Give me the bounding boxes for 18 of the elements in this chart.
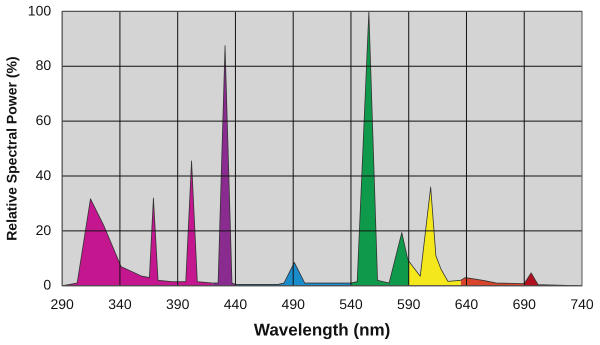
- y-tick-label: 40: [36, 166, 52, 183]
- y-tick-label: 80: [36, 57, 52, 74]
- x-tick-label: 590: [397, 296, 421, 312]
- x-tick-label: 440: [224, 296, 248, 312]
- x-tick-label: 490: [282, 296, 306, 312]
- y-tick-label: 0: [43, 276, 52, 293]
- x-tick-label: 390: [166, 296, 190, 312]
- x-axis-title: Wavelength (nm): [254, 320, 390, 340]
- x-tick-label: 290: [50, 296, 74, 312]
- x-tick-label: 540: [339, 296, 363, 312]
- x-tick-label: 740: [570, 296, 594, 312]
- x-tick-label: 340: [108, 296, 132, 312]
- y-tick-label: 20: [36, 222, 52, 238]
- x-tick-label: 690: [512, 296, 536, 312]
- y-axis-title: Relative Spectral Power (%): [3, 56, 20, 241]
- y-tick-label: 100: [28, 2, 52, 18]
- y-tick-label: 60: [36, 112, 52, 128]
- x-tick-label: 640: [454, 296, 478, 312]
